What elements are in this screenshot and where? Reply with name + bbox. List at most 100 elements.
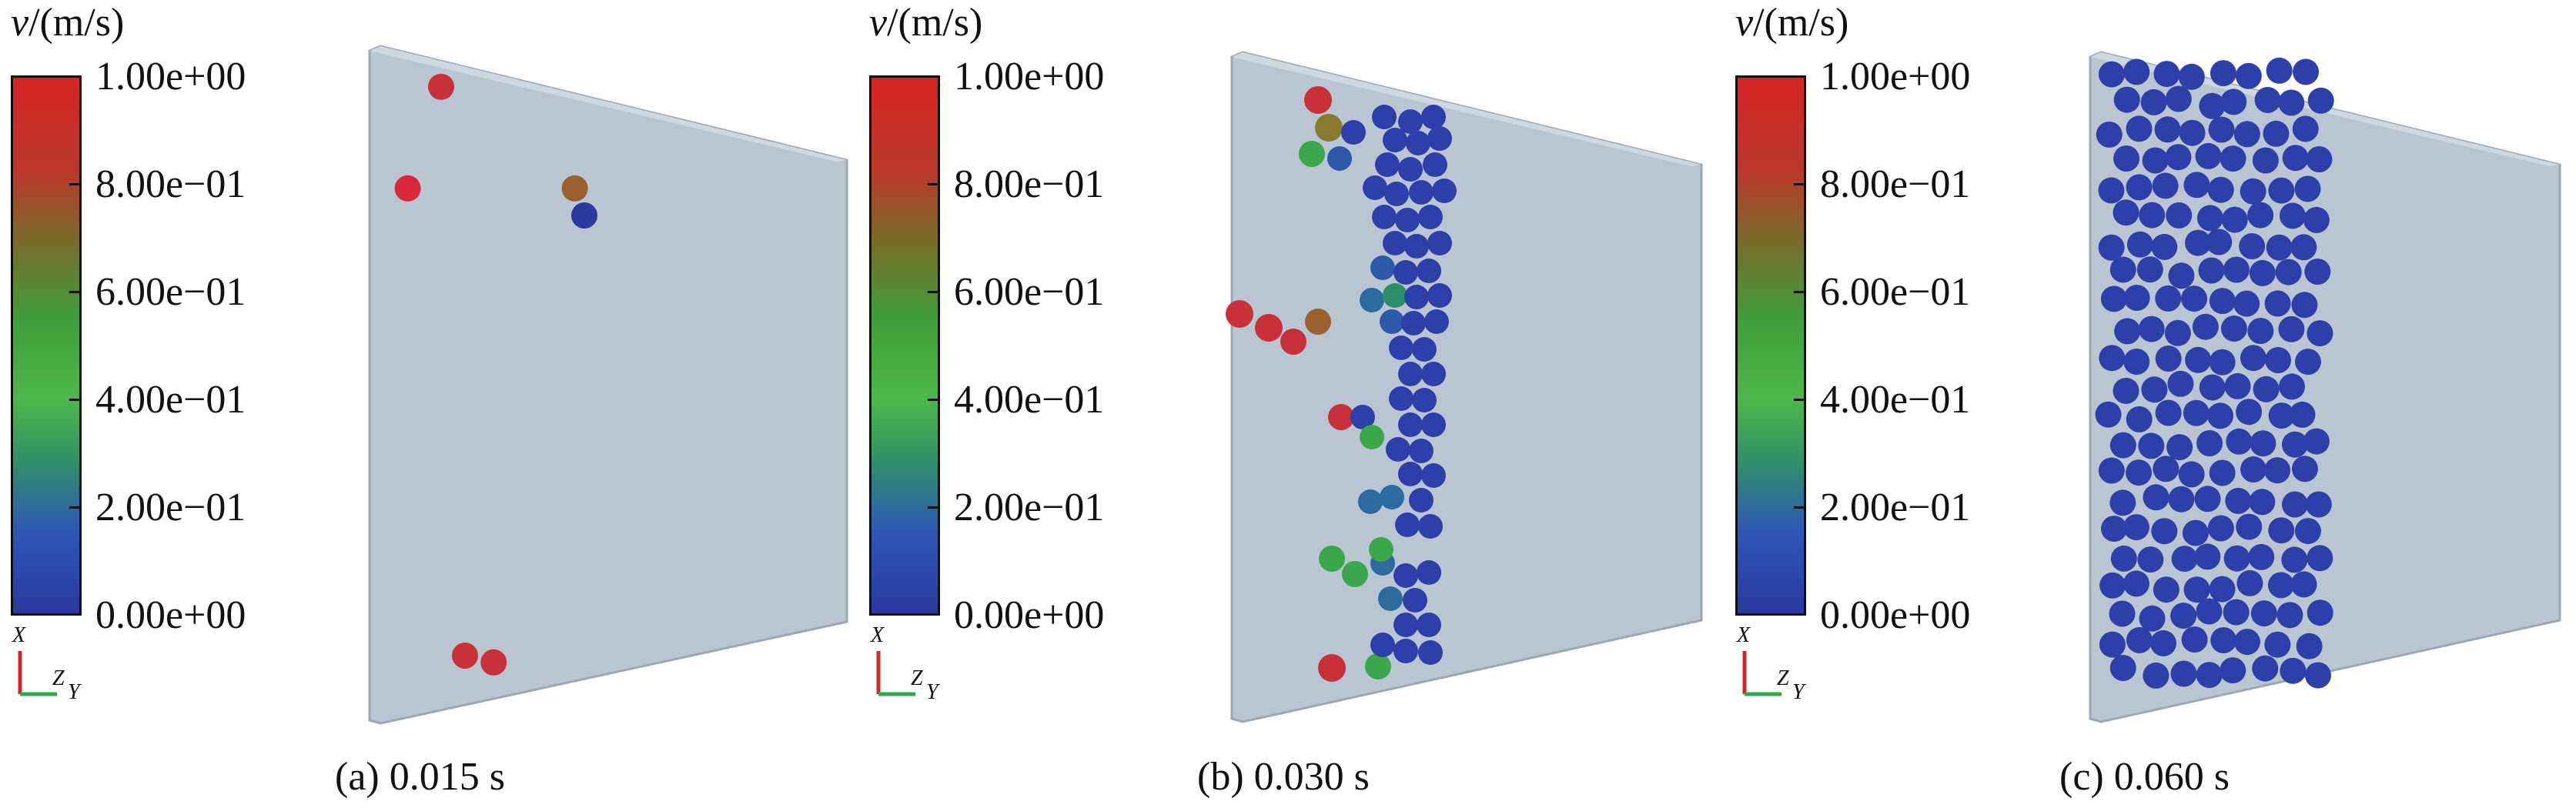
particle [2196, 598, 2223, 625]
particle [2290, 234, 2317, 261]
particle [2226, 428, 2253, 455]
particle [2126, 459, 2152, 486]
tick-label: 2.00e−01 [954, 486, 1105, 529]
particle [2143, 662, 2170, 689]
particle [2164, 319, 2191, 346]
particle [2109, 256, 2136, 283]
particle [2279, 373, 2305, 400]
particle-plate [368, 45, 848, 725]
particle [2181, 285, 2207, 312]
tick-label: 2.00e−01 [1820, 486, 1971, 529]
particle [2278, 316, 2305, 342]
particle [2294, 175, 2321, 202]
particle [2307, 320, 2333, 347]
particle [2220, 316, 2247, 342]
particle [2247, 318, 2274, 344]
particle [2095, 401, 2122, 428]
svg-text:Z: Z [52, 666, 65, 690]
particle [2194, 486, 2221, 513]
particle [2221, 206, 2248, 233]
particle [2151, 233, 2178, 260]
particle [2294, 349, 2321, 376]
particle [2252, 147, 2279, 174]
particle [2290, 571, 2317, 598]
particle [2266, 234, 2293, 261]
particle [2254, 86, 2281, 113]
particle [2264, 631, 2291, 658]
particles [1226, 86, 1457, 682]
particle [2248, 543, 2275, 570]
colorbar-unit: v/(m/s) [11, 1, 125, 45]
particle [2140, 88, 2167, 115]
particle [2181, 626, 2208, 653]
particle [2250, 430, 2277, 457]
particle [2170, 603, 2197, 629]
particle [2281, 546, 2308, 573]
particle [2138, 316, 2165, 342]
particle [2293, 58, 2319, 85]
axis-triad: X Z Y [1736, 623, 1807, 704]
particle [2264, 457, 2290, 484]
tick-label: 4.00e−01 [95, 378, 246, 422]
svg-text:X: X [12, 623, 26, 647]
particle [2126, 115, 2153, 142]
particle [2247, 202, 2274, 229]
particle [2267, 572, 2294, 599]
particle [2303, 206, 2330, 233]
particle [2152, 172, 2179, 199]
particle [2240, 456, 2267, 482]
particle [2199, 374, 2226, 401]
particle [2143, 484, 2170, 511]
particle [2249, 259, 2276, 286]
particle [2209, 349, 2236, 376]
tick-label: 1.00e+00 [1820, 55, 1971, 98]
particle [2236, 513, 2263, 540]
particle [2210, 60, 2236, 87]
panel-b: v/(m/s) 1.00e+00 8.00e−01 6.00e−01 4.00e… [858, 0, 1717, 808]
particle [2126, 406, 2153, 432]
particle [2209, 288, 2236, 315]
particle [2264, 290, 2291, 317]
particle [2139, 202, 2166, 229]
svg-text:Y: Y [1792, 680, 1807, 704]
particle [2268, 517, 2295, 544]
particle [2249, 489, 2276, 516]
particle [2114, 318, 2141, 345]
particle [2250, 600, 2277, 627]
particle [2155, 346, 2182, 372]
particle [2110, 545, 2137, 572]
particle [2225, 487, 2252, 514]
particle [2240, 345, 2267, 372]
particle [2198, 257, 2225, 284]
tick-label: 1.00e+00 [95, 55, 246, 98]
particle [2178, 461, 2205, 488]
particle [2196, 205, 2223, 232]
particle [2113, 86, 2140, 113]
particle [2220, 657, 2246, 684]
particle [2101, 516, 2127, 543]
particle [2207, 176, 2234, 203]
particle [2166, 434, 2193, 461]
svg-text:X: X [1736, 623, 1751, 647]
particle [480, 649, 507, 676]
particle [2179, 119, 2206, 146]
particle [2136, 256, 2163, 283]
particle [428, 73, 454, 100]
panel-caption: (c) 0.060 s [2059, 755, 2230, 799]
particle [2236, 399, 2263, 426]
colorbar-unit: v/(m/s) [1735, 1, 1849, 45]
svg-text:Y: Y [68, 680, 82, 704]
particle [2268, 402, 2295, 429]
particle [2099, 631, 2126, 658]
svg-text:Z: Z [911, 666, 923, 690]
particle [2153, 576, 2180, 603]
particle [2206, 229, 2233, 255]
panel-a: v/(m/s) 1.00e+00 8.00e−01 6.00e−01 4.00e… [0, 0, 858, 808]
colorbar-unit: v/(m/s) [869, 1, 983, 45]
particle [2278, 89, 2305, 116]
particle [2223, 256, 2250, 283]
particle [2171, 546, 2198, 573]
particle [2209, 576, 2236, 603]
particle [2182, 519, 2209, 546]
particle [2239, 233, 2266, 259]
